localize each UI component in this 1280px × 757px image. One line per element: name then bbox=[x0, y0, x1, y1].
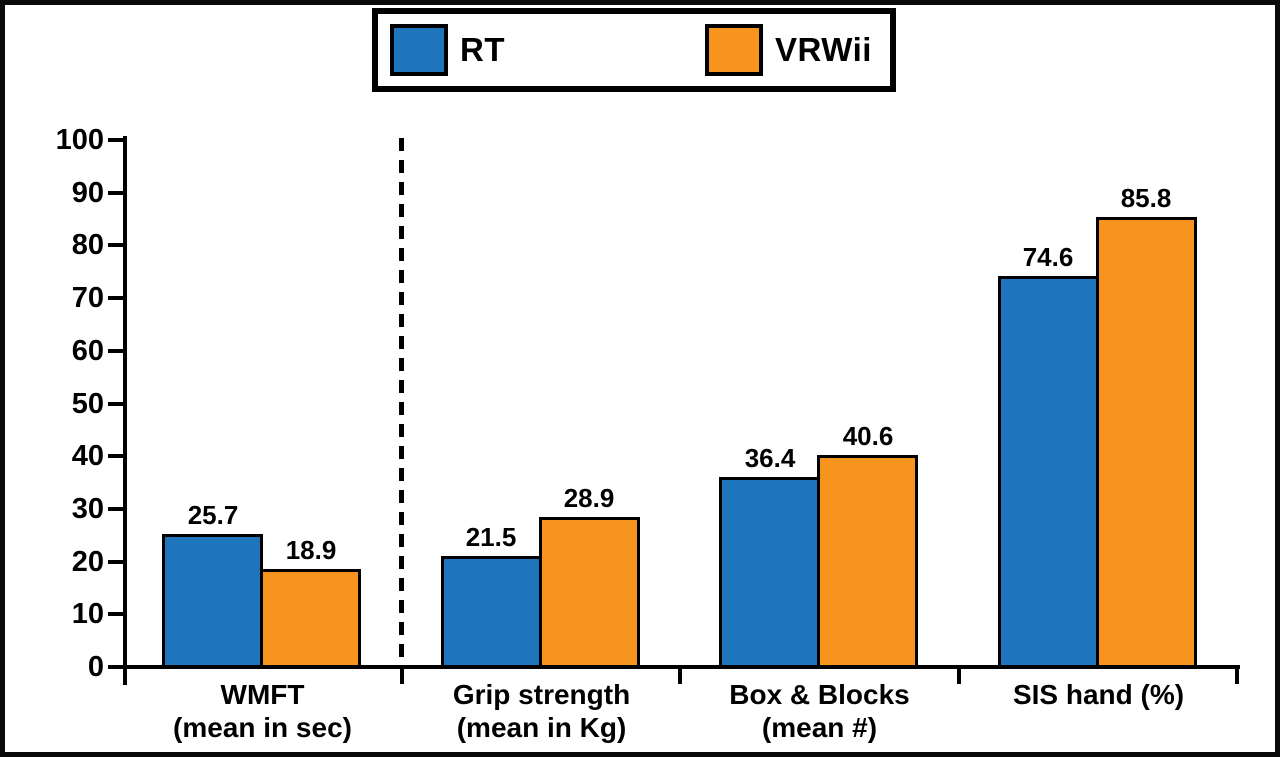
y-tick-label: 90 bbox=[71, 177, 104, 209]
category-label-line: (mean in sec) bbox=[173, 712, 352, 743]
category-label: WMFT (mean in sec) bbox=[123, 678, 402, 744]
bar-vrwii-2 bbox=[817, 455, 918, 669]
category-label-line: Box & Blocks bbox=[729, 679, 910, 710]
bar-value-label: 21.5 bbox=[465, 522, 517, 552]
y-tick-label: 30 bbox=[71, 493, 104, 525]
y-tick bbox=[108, 402, 123, 406]
bar-value-label: 36.4 bbox=[744, 443, 796, 473]
category-label: Grip strength (mean in Kg) bbox=[402, 678, 681, 744]
legend-item-vrwii: VRWii bbox=[705, 24, 872, 76]
bar-vrwii-3 bbox=[1096, 217, 1197, 669]
category-label: SIS hand (%) bbox=[959, 678, 1238, 711]
category-label-line: (mean in Kg) bbox=[456, 712, 627, 743]
y-tick bbox=[108, 560, 123, 564]
category-label-line: WMFT bbox=[220, 679, 305, 710]
y-axis bbox=[123, 136, 127, 685]
y-tick-label: 50 bbox=[71, 388, 104, 420]
y-tick bbox=[108, 507, 123, 511]
y-tick bbox=[108, 612, 123, 616]
category-label-line: Grip strength bbox=[452, 679, 631, 710]
x-tick bbox=[400, 665, 404, 684]
legend-label-rt: RT bbox=[460, 31, 505, 68]
y-tick-label: 0 bbox=[87, 651, 104, 683]
y-tick bbox=[108, 296, 123, 300]
y-tick bbox=[108, 138, 123, 142]
bar-value-label: 40.6 bbox=[842, 421, 894, 451]
bar-vrwii-1 bbox=[539, 517, 640, 669]
legend: RT VRWii bbox=[372, 8, 896, 92]
category-label-line: (mean #) bbox=[761, 712, 878, 743]
bar-rt-2 bbox=[719, 477, 820, 669]
y-tick-label: 70 bbox=[71, 282, 104, 314]
y-tick-label: 40 bbox=[71, 440, 104, 472]
bar-value-label: 18.9 bbox=[285, 535, 337, 565]
y-tick-label: 10 bbox=[71, 598, 104, 630]
y-tick-label: 20 bbox=[71, 546, 104, 578]
legend-label-vrwii: VRWii bbox=[775, 31, 872, 68]
category-label: Box & Blocks (mean #) bbox=[680, 678, 959, 744]
bar-value-label: 74.6 bbox=[1022, 242, 1074, 272]
bar-rt-3 bbox=[998, 276, 1099, 669]
bar-value-label: 28.9 bbox=[563, 483, 615, 513]
bar-rt-1 bbox=[441, 556, 542, 669]
y-tick bbox=[108, 665, 123, 669]
rt-color-swatch bbox=[390, 24, 448, 76]
y-tick bbox=[108, 191, 123, 195]
category-label-line: SIS hand (%) bbox=[1012, 679, 1185, 710]
y-tick-label: 60 bbox=[71, 335, 104, 367]
x-tick bbox=[678, 665, 682, 684]
bar-value-label: 85.8 bbox=[1120, 183, 1172, 213]
y-tick bbox=[108, 243, 123, 247]
y-tick-label: 100 bbox=[55, 124, 104, 156]
y-tick-label: 80 bbox=[71, 229, 104, 261]
vrwii-color-swatch bbox=[705, 24, 763, 76]
y-tick bbox=[108, 454, 123, 458]
bar-vrwii-0 bbox=[260, 569, 361, 669]
y-tick bbox=[108, 349, 123, 353]
x-tick bbox=[957, 665, 961, 684]
bar-value-label: 25.7 bbox=[187, 500, 239, 530]
legend-item-rt: RT bbox=[390, 24, 505, 76]
x-tick bbox=[1235, 665, 1239, 684]
separator-dashed-line bbox=[399, 138, 404, 668]
